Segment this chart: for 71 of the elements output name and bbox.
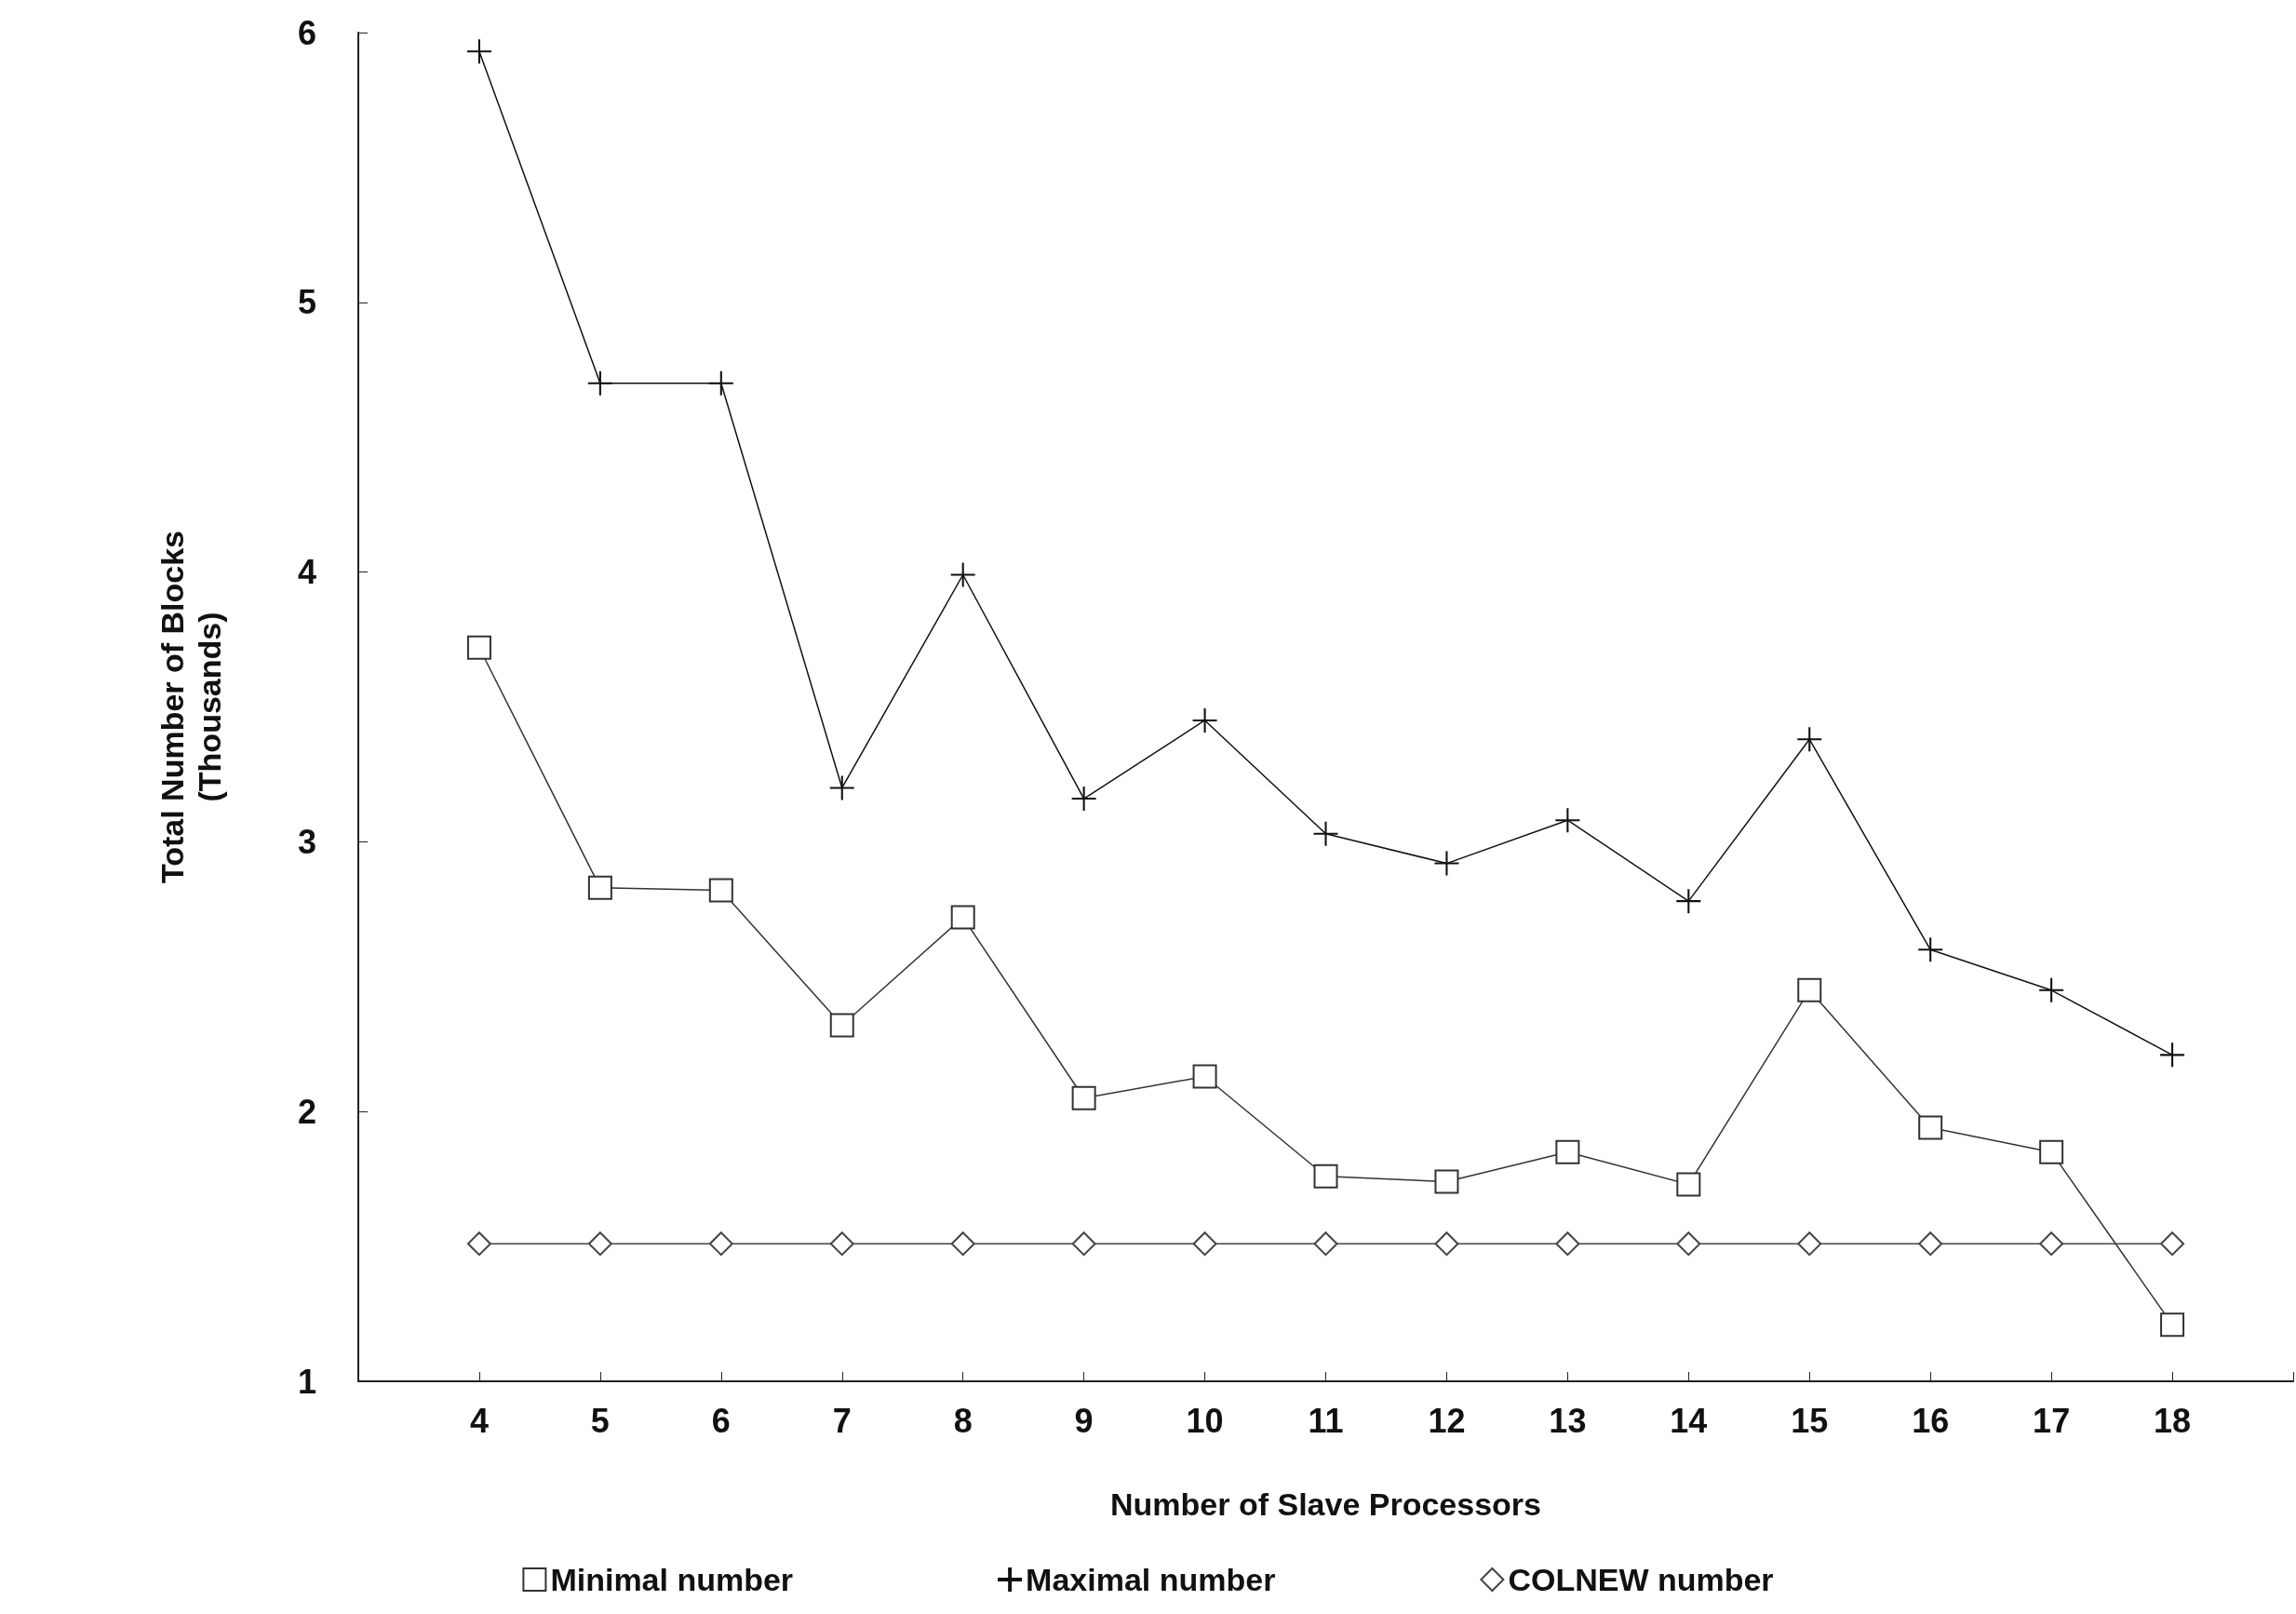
- point: [950, 562, 975, 587]
- point: [587, 875, 612, 900]
- y-tick-label: 4: [297, 553, 316, 592]
- point: [1434, 1231, 1459, 1257]
- x-tick-label: 17: [2033, 1401, 2071, 1440]
- point: [1676, 1231, 1701, 1257]
- x-tick-label: 9: [1074, 1401, 1094, 1440]
- point: [1676, 889, 1701, 914]
- y-axis-title: Total Number of Blocks (Thousands): [154, 530, 227, 884]
- point: [708, 1231, 733, 1257]
- x-tick-label: 10: [1186, 1401, 1224, 1440]
- point: [708, 878, 733, 903]
- point: [1434, 851, 1459, 876]
- point: [466, 39, 491, 64]
- point: [1555, 1231, 1580, 1257]
- point: [2160, 1312, 2185, 1338]
- x-tick-label: 4: [469, 1401, 489, 1440]
- point: [1192, 707, 1217, 733]
- x-tick-label: 18: [2154, 1401, 2192, 1440]
- point: [1918, 1231, 1943, 1257]
- point: [2160, 1231, 2185, 1257]
- point: [708, 370, 733, 396]
- point: [1192, 1064, 1217, 1089]
- point: [1797, 1231, 1822, 1257]
- x-tick-label: 11: [1308, 1401, 1344, 1440]
- point: [466, 1231, 491, 1257]
- point: [829, 775, 854, 800]
- point: [2160, 1042, 2185, 1068]
- y-tick-label: 6: [297, 13, 316, 52]
- point: [1313, 1163, 1338, 1189]
- point: [1071, 1231, 1096, 1257]
- point: [1071, 1085, 1096, 1110]
- point: [587, 370, 612, 396]
- point: [2039, 1139, 2064, 1164]
- legend-label: Maximal number: [1026, 1562, 1276, 1597]
- x-tick-label: 5: [590, 1401, 610, 1440]
- point: [1313, 1231, 1338, 1257]
- point: [829, 1231, 854, 1257]
- point: [587, 1231, 612, 1257]
- point: [1434, 1169, 1459, 1194]
- point: [950, 1231, 975, 1257]
- point: [1555, 808, 1580, 833]
- point: [829, 1013, 854, 1038]
- x-tick-label: 8: [953, 1401, 973, 1440]
- point: [2039, 1231, 2064, 1257]
- point: [1071, 787, 1096, 812]
- x-tick-label: 13: [1549, 1401, 1587, 1440]
- x-tick-label: 7: [832, 1401, 852, 1440]
- y-tick-label: 3: [297, 822, 316, 861]
- point: [1555, 1139, 1580, 1164]
- point: [1676, 1172, 1701, 1197]
- point: [1918, 937, 1943, 962]
- x-tick-label: 15: [1791, 1401, 1829, 1440]
- x-tick-label: 14: [1670, 1401, 1708, 1440]
- point: [950, 905, 975, 930]
- x-axis-title: Number of Slave Processors: [1110, 1486, 1541, 1522]
- legend-label: COLNEW number: [1508, 1562, 1774, 1597]
- point: [1918, 1115, 1943, 1140]
- y-tick-label: 5: [297, 283, 316, 322]
- point: [1797, 977, 1822, 1002]
- x-tick-label: 6: [711, 1401, 731, 1440]
- y-tick-label: 1: [297, 1362, 316, 1401]
- legend-label: Minimal number: [550, 1562, 794, 1597]
- y-tick-label: 2: [297, 1092, 316, 1131]
- point: [1797, 727, 1822, 752]
- point: [2039, 977, 2064, 1002]
- point: [1313, 821, 1338, 846]
- x-tick-label: 12: [1428, 1401, 1466, 1440]
- point: [466, 635, 491, 660]
- x-tick-label: 16: [1912, 1401, 1950, 1440]
- point: [1192, 1231, 1217, 1257]
